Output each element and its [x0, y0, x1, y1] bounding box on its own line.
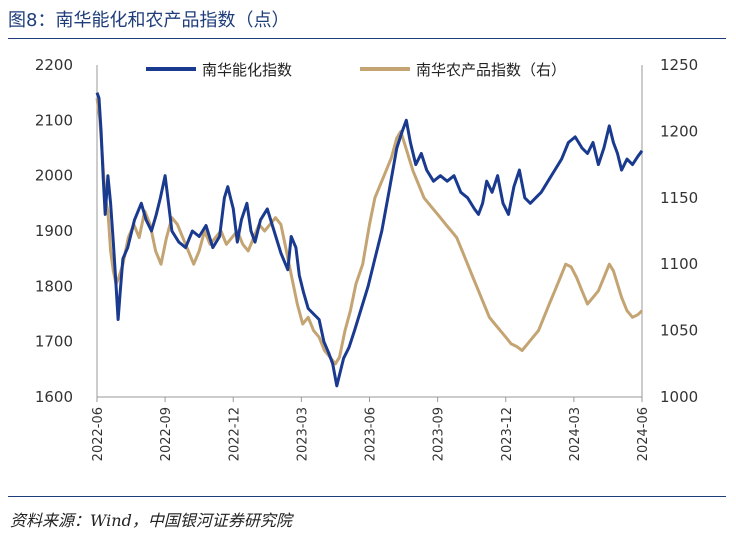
right-axis-ticks: 1250 1200 1150 1100 1050 1000	[660, 56, 698, 406]
right-tick-label: 1100	[660, 255, 698, 273]
x-tick-label: 2022-09	[159, 407, 174, 461]
x-axis-ticks: 2022-06 2022-09 2022-12 2023-03 2023-06 2023-…	[91, 397, 651, 461]
left-tick-label: 2100	[35, 111, 73, 129]
legend-label-agri: 南华农产品指数（右）	[416, 61, 566, 79]
x-tick-label: 2023-12	[500, 407, 515, 461]
x-tick-label: 2023-06	[364, 407, 379, 461]
left-axis-ticks: 2200 2100 2000 1900 1800 1700 1600	[35, 56, 73, 406]
left-tick-label: 2200	[35, 56, 73, 74]
series-line-energy	[95, 92, 644, 388]
right-tick-label: 1150	[660, 189, 698, 207]
bottom-rule	[8, 496, 726, 497]
right-tick-label: 1050	[660, 322, 698, 340]
right-tick-label: 1250	[660, 56, 698, 74]
x-tick-label: 2022-06	[91, 407, 106, 461]
left-tick-label: 2000	[35, 167, 73, 185]
page-title: 图8：南华能化和农产品指数（点）	[8, 10, 290, 31]
legend: 南华能化指数 南华农产品指数（右）	[146, 61, 566, 79]
source-note: 资料来源：Wind，中国银河证券研究院	[10, 511, 292, 530]
right-tick-label: 1000	[660, 388, 698, 406]
left-tick-label: 1700	[35, 333, 73, 351]
x-tick-label: 2024-03	[568, 407, 583, 461]
x-tick-label: 2023-03	[295, 407, 310, 461]
left-tick-label: 1900	[35, 222, 73, 240]
left-tick-label: 1600	[35, 388, 73, 406]
legend-label-energy: 南华能化指数	[202, 61, 292, 79]
x-tick-label: 2024-06	[636, 407, 651, 461]
x-tick-label: 2022-12	[227, 407, 242, 461]
left-tick-label: 1800	[35, 277, 73, 295]
series-line-agri	[95, 97, 644, 366]
x-tick-label: 2023-09	[432, 407, 447, 461]
top-rule	[8, 38, 726, 39]
right-tick-label: 1200	[660, 122, 698, 140]
